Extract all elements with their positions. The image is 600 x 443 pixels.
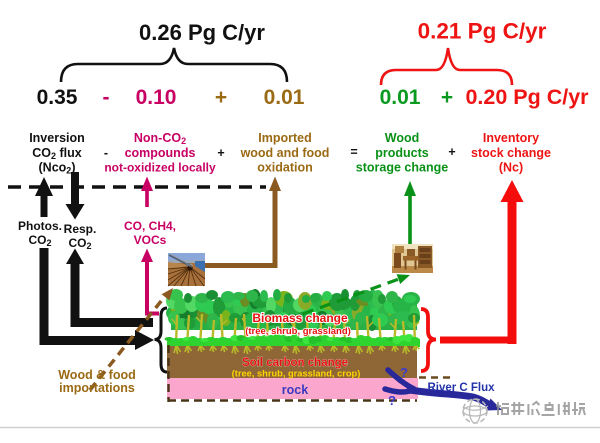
svg-text:Soil carbon change: Soil carbon change bbox=[242, 357, 348, 369]
svg-text:CO2: CO2 bbox=[28, 233, 51, 248]
svg-text:0.21 Pg C/yr: 0.21 Pg C/yr bbox=[418, 19, 547, 44]
svg-text:0.20 Pg C/yr: 0.20 Pg C/yr bbox=[465, 85, 589, 109]
svg-text:Wood & food: Wood & food bbox=[58, 368, 136, 382]
svg-text:rock: rock bbox=[282, 383, 308, 397]
svg-text:?: ? bbox=[400, 365, 408, 380]
svg-text:+: + bbox=[441, 86, 453, 109]
svg-text:(tree, shrub, grassland, crop): (tree, shrub, grassland, crop) bbox=[232, 369, 361, 379]
svg-text:Non-CO2: Non-CO2 bbox=[134, 131, 186, 146]
svg-text:0.01: 0.01 bbox=[380, 86, 421, 109]
svg-text:oxidation: oxidation bbox=[257, 161, 313, 175]
svg-text:0.10: 0.10 bbox=[136, 86, 177, 109]
svg-text:-: - bbox=[103, 86, 110, 109]
svg-text:Imported: Imported bbox=[258, 131, 311, 145]
svg-text:+: + bbox=[448, 145, 455, 159]
svg-text:=: = bbox=[350, 145, 357, 159]
svg-text:products: products bbox=[375, 146, 429, 160]
svg-text:Biomass change: Biomass change bbox=[252, 311, 348, 325]
svg-text:-: - bbox=[104, 146, 108, 160]
svg-text:CO, CH4,: CO, CH4, bbox=[124, 219, 176, 233]
svg-text:0.35: 0.35 bbox=[37, 86, 78, 109]
svg-text:+: + bbox=[215, 86, 227, 109]
svg-text:Resp.: Resp. bbox=[64, 222, 97, 236]
svg-text:(Nc): (Nc) bbox=[499, 161, 523, 175]
svg-text:Wood: Wood bbox=[385, 131, 419, 145]
svg-text:storage change: storage change bbox=[356, 161, 448, 175]
svg-text:not-oxidized locally: not-oxidized locally bbox=[104, 161, 216, 175]
svg-text:importations: importations bbox=[59, 381, 135, 395]
svg-text:(tree, shrub, grassland): (tree, shrub, grassland) bbox=[245, 326, 351, 337]
svg-text:CO2 flux: CO2 flux bbox=[32, 146, 82, 161]
svg-text:0.26 Pg C/yr: 0.26 Pg C/yr bbox=[139, 20, 265, 45]
svg-text:Photos.: Photos. bbox=[18, 219, 62, 233]
svg-text:Inversion: Inversion bbox=[29, 131, 85, 145]
svg-text:stock change: stock change bbox=[471, 146, 551, 160]
svg-text:?: ? bbox=[388, 393, 396, 408]
svg-text:River C Flux: River C Flux bbox=[427, 382, 495, 394]
svg-text:(Nco2): (Nco2) bbox=[39, 161, 76, 176]
svg-text:wood and food: wood and food bbox=[240, 146, 330, 160]
svg-text:Inventory: Inventory bbox=[483, 131, 539, 145]
svg-text:VOCs: VOCs bbox=[134, 233, 167, 247]
svg-text:0.01: 0.01 bbox=[264, 86, 305, 109]
svg-text:+: + bbox=[217, 146, 224, 160]
svg-text:compounds: compounds bbox=[125, 146, 196, 160]
svg-text:CO2: CO2 bbox=[68, 236, 91, 251]
